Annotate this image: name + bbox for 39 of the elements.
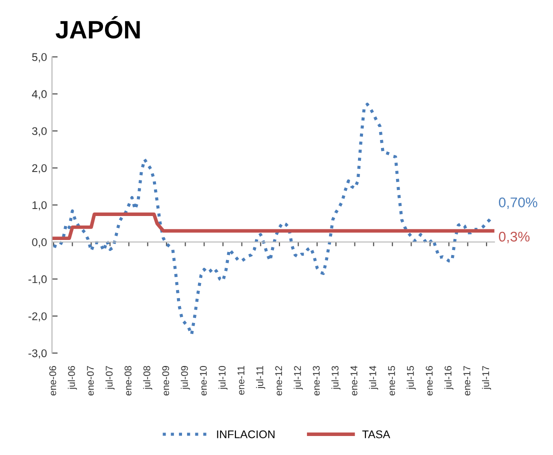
x-tick-label: jul-14 [369, 366, 378, 390]
y-tick-label: 5,0 [32, 53, 47, 62]
x-tick-label: jul-13 [331, 366, 340, 390]
x-tick-label: ene-09 [162, 366, 170, 396]
y-tick-label: -1,0 [28, 275, 47, 284]
x-tick-label: ene-15 [388, 366, 396, 396]
x-tick-label: jul-17 [482, 366, 492, 390]
x-tick-label: jul-10 [218, 366, 228, 390]
y-tick-label: 3,0 [32, 127, 47, 136]
x-tick-label: ene-17 [464, 366, 470, 396]
data-label: 0,70% [498, 197, 538, 209]
x-tick-label: ene-06 [49, 366, 56, 396]
legend-label: TASA [362, 430, 390, 438]
x-tick-label: jul-12 [294, 366, 303, 390]
x-tick-label: ene-12 [275, 366, 282, 396]
line-series [52, 212, 494, 240]
x-tick-label: ene-14 [350, 366, 358, 396]
x-tick-label: ene-10 [200, 366, 207, 396]
x-tick-label: ene-11 [238, 366, 244, 395]
y-tick-label: 2,0 [32, 164, 47, 174]
y-tick-label: 1,0 [32, 201, 47, 210]
chart-title: JAPÓN [56, 16, 140, 39]
x-tick-label: jul-07 [105, 366, 115, 390]
x-tick-label: ene-16 [426, 366, 433, 396]
x-tick-label: jul-11 [256, 366, 266, 389]
x-tick-label: jul-08 [143, 366, 152, 390]
x-tick-label: jul-09 [180, 366, 190, 390]
x-tick-label: ene-08 [124, 366, 132, 396]
y-tick-label: -3,0 [28, 349, 47, 359]
x-tick-label: jul-06 [68, 366, 77, 390]
data-label: 0,3% [498, 232, 530, 244]
legend-label: INFLACION [217, 430, 274, 438]
x-tick-label: jul-16 [444, 366, 454, 390]
x-tick-label: jul-15 [406, 366, 416, 390]
y-tick-label: -2,0 [28, 312, 47, 322]
y-tick-label: 4,0 [32, 90, 47, 100]
x-tick-label: ene-13 [312, 366, 320, 396]
y-tick-label: 0,0 [32, 238, 47, 248]
x-tick-label: ene-07 [86, 366, 94, 396]
